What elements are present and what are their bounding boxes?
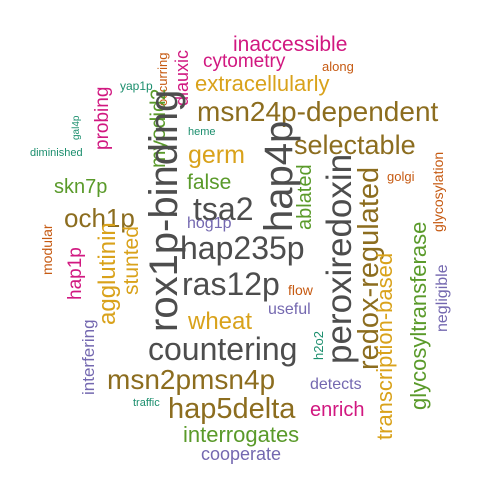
word-gal4p: gal4p [71, 115, 82, 140]
word-ras12p: ras12p [182, 266, 280, 302]
word-hap235p: hap235p [180, 230, 305, 266]
word-hap5delta: hap5delta [168, 393, 296, 425]
word-cytometry: cytometry [203, 51, 286, 72]
word-germ: germ [188, 141, 245, 169]
word-transcription-based: transcription-based [372, 252, 397, 440]
word-hog1p: hog1p [187, 215, 232, 232]
word-stunted: stunted [120, 226, 143, 295]
word-tsa2: tsa2 [193, 191, 254, 227]
word-skn7p: skn7p [54, 176, 108, 198]
word-glycosyltransferase: glycosyltransferase [406, 221, 431, 410]
word-golgi: golgi [387, 169, 415, 184]
word-useful: useful [268, 301, 311, 318]
word-diminished: diminished [30, 147, 83, 159]
word-detects: detects [310, 376, 362, 393]
word-cooperate: cooperate [201, 444, 282, 464]
word-selectable: selectable [294, 130, 416, 160]
word-msn24p-dependent: msn24p-dependent [197, 96, 439, 127]
word-ablated: ablated [294, 164, 316, 230]
word-peroxiredoxin: peroxiredoxin [320, 153, 359, 364]
word-traffic: traffic [133, 397, 160, 409]
word-false: false [187, 171, 232, 194]
word-enrich: enrich [310, 399, 365, 421]
word-yap1p: yap1p [120, 79, 153, 93]
word-heme: heme [188, 126, 216, 138]
word-extracellularly: extracellularly [195, 71, 330, 96]
word-rox1p-binding: rox1p-binding [142, 89, 186, 332]
word-interrogates: interrogates [183, 422, 300, 447]
word-msn2pmsn4p: msn2pmsn4p [107, 364, 276, 395]
word-negligible: negligible [434, 264, 451, 332]
word-countering: countering [148, 331, 298, 367]
word-hap1p: hap1p [65, 247, 86, 300]
word-along: along [322, 59, 354, 74]
word-wheat: wheat [188, 308, 253, 335]
word-h2o2: h2o2 [311, 331, 326, 360]
word-och1p: och1p [64, 203, 135, 233]
word-agglutinin: agglutinin [94, 222, 121, 325]
word-probing: probing [92, 86, 113, 150]
word-hap4p: hap4p [257, 120, 301, 232]
word-interfering: interfering [79, 319, 98, 395]
word-glycosylation: glycosylation [430, 151, 446, 232]
word-flow: flow [288, 282, 313, 298]
word-inaccessible: inaccessible [233, 33, 348, 56]
word-modular: modular [39, 224, 55, 275]
